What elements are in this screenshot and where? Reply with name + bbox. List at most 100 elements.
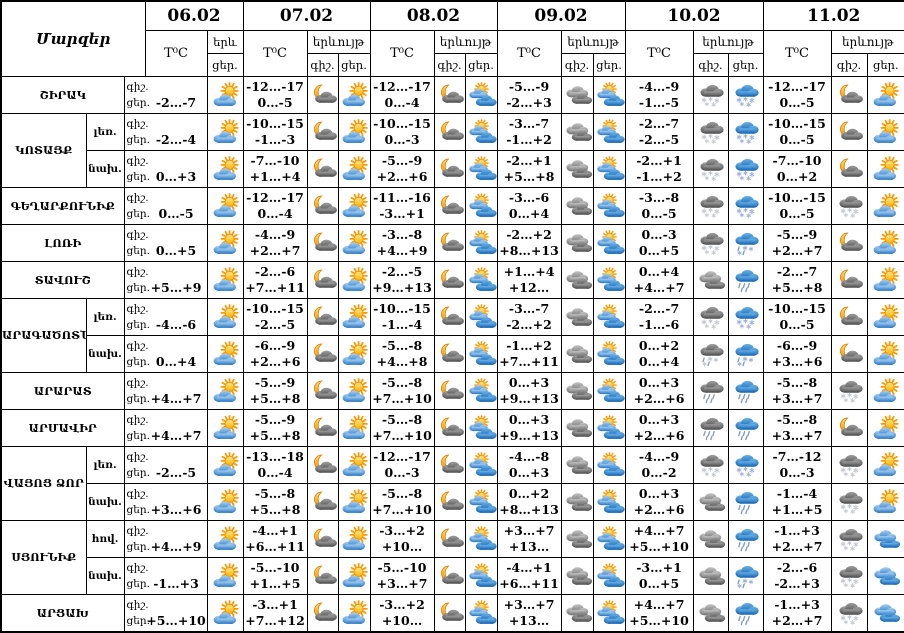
sun-clouds-icon (466, 415, 497, 441)
weather-icon-cell (337, 446, 371, 484)
weather-icon-cell (866, 335, 904, 373)
temp-cell: +4…+7 +5…+10 (624, 594, 694, 633)
weather-icon-cell (337, 298, 371, 336)
weather-icon-cell (866, 150, 904, 188)
weather-icon-cell (433, 335, 466, 373)
temp-cell: -3…-8 +4…+9 (369, 224, 435, 262)
temp-cell: -12…-17 0…-3 (369, 446, 435, 484)
temp-cell: -5…-10 +3…+7 (369, 557, 435, 595)
temp-cell: -5…-9 +2…+6 (369, 150, 435, 188)
temp-cell: -1…+3 +2…+7 (762, 594, 832, 633)
day-subheader: ցեր. (464, 53, 498, 77)
temp-cell: -5…-8 +7…+10 (369, 372, 435, 410)
weather-icon-cell (866, 298, 904, 336)
phenomenon-header: երևույթ (433, 30, 498, 54)
weather-icon-cell (464, 150, 498, 188)
sun-cloud-icon (339, 230, 370, 256)
night-day-labels: գիշ. ցեր. (125, 338, 150, 370)
sun-cloud-icon (339, 304, 370, 330)
weather-icon-cell (464, 224, 498, 262)
weather-icon-cell (692, 298, 729, 336)
clouds-gray-icon (695, 489, 726, 515)
weather-icon-cell (727, 594, 764, 633)
weather-icon-cell (727, 224, 764, 262)
sun-clouds-icon (594, 230, 625, 256)
moon-cloud-icon (834, 341, 865, 367)
weather-icon-cell (692, 224, 729, 262)
sun-cloud-icon (210, 193, 241, 219)
weather-icon-cell (727, 113, 764, 151)
night-day-labels: գիշ. ցեր. (125, 597, 150, 629)
sun-clouds-icon (594, 341, 625, 367)
snow-gray-icon (695, 304, 726, 330)
weather-icon-cell (692, 446, 729, 484)
region-cell: ՍՅՈՒՆԻՔ (0, 520, 87, 595)
subregion-cell: նախ. (85, 335, 125, 373)
temp-column-header: T⁰C (144, 30, 208, 77)
sun-clouds-icon (466, 267, 497, 293)
day-label: ցեր. (126, 430, 150, 442)
sun-clouds-icon (594, 378, 625, 404)
temp-column-header: T⁰C (762, 30, 832, 77)
clouds-gray-icon (695, 600, 726, 626)
labels-and-temp-cell: գիշ. ցեր. +5…+9 (123, 261, 208, 299)
temp-cell: -5…-8 +5…+8 (242, 483, 308, 521)
temp-value: -2…-5 (155, 465, 197, 480)
weather-icon-cell (433, 409, 466, 447)
temp-cell: -5…-8 +7…+10 (369, 409, 435, 447)
weather-icon-cell (727, 483, 764, 521)
weather-icon-cell (830, 298, 868, 336)
weather-icon-cell (866, 76, 904, 114)
subregion-cell: նախ. (85, 483, 125, 521)
temp-cell: -2…-7 +5…+8 (762, 261, 832, 299)
moon-cloud-icon (435, 526, 466, 552)
weather-icon-cell (727, 150, 764, 188)
sun-clouds-icon (594, 526, 625, 552)
clouds-gray-icon (562, 489, 593, 515)
sleet-blue-icon (730, 341, 761, 367)
temp-cell: -5…-8 +7…+10 (369, 483, 435, 521)
weather-icon-cell (830, 520, 868, 558)
day-label: ցեր. (126, 393, 150, 405)
labels-and-temp-cell: գիշ. ցեր. 0…-5 (123, 187, 208, 225)
sun-cloud-icon (870, 304, 901, 330)
weather-icon-cell (692, 483, 729, 521)
sun-clouds-icon (594, 82, 625, 108)
temp-cell: -2…-7 -2…-5 (624, 113, 694, 151)
sun-cloud-icon (210, 82, 241, 108)
sun-cloud-icon (339, 378, 370, 404)
temp-cell: -1…-4 +1…+5 (762, 483, 832, 521)
temp-value: 0…+4 (155, 354, 197, 369)
weather-icon-cell (433, 372, 466, 410)
moon-cloud-icon (834, 267, 865, 293)
sun-clouds-icon (594, 267, 625, 293)
temp-cell: -12…-17 0…-5 (762, 76, 832, 114)
sun-clouds-icon (594, 193, 625, 219)
temp-cell: -6…-9 +3…+6 (762, 335, 832, 373)
temp-cell: -10…-15 0…-5 (762, 113, 832, 151)
clouds-gray-icon (695, 563, 726, 589)
clouds-gray-icon (562, 563, 593, 589)
moon-cloud-icon (435, 230, 466, 256)
region-cell: ԼՈՌԻ (0, 224, 125, 262)
weather-icon-cell (206, 261, 244, 299)
temp-cell: -3…-7 -2…+2 (496, 298, 562, 336)
weather-icon-cell (560, 261, 594, 299)
night-subheader: գիշ. (306, 53, 339, 77)
weather-icon-cell (337, 150, 371, 188)
night-label: գիշ. (126, 414, 149, 426)
weather-icon-cell (592, 187, 626, 225)
night-label: գիշ. (126, 451, 149, 463)
temp-value: +3…+6 (150, 502, 202, 517)
snow-gray-icon (834, 489, 865, 515)
date-header: 10.02 (624, 0, 764, 31)
weather-icon-cell (337, 372, 371, 410)
temp-cell: -3…+1 0…+5 (624, 557, 694, 595)
weather-icon-cell (866, 261, 904, 299)
weather-icon-cell (592, 298, 626, 336)
weather-icon-cell (592, 372, 626, 410)
weather-icon-cell (433, 594, 466, 633)
night-day-labels: գիշ. ցեր. (125, 264, 150, 296)
regions-header: Մարզեր (0, 0, 146, 77)
sun-cloud-icon (339, 267, 370, 293)
